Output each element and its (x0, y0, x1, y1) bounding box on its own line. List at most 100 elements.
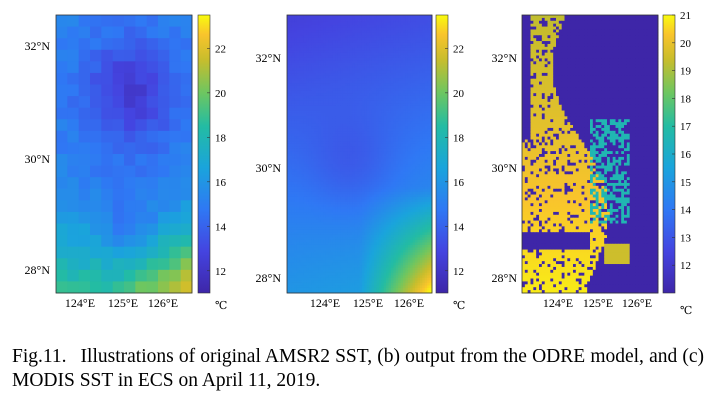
heatmap-cell (398, 131, 401, 135)
heatmap-cell (374, 83, 377, 87)
heatmap-cell (294, 103, 298, 107)
heatmap-cell (311, 202, 314, 205)
heatmap-cell (383, 207, 387, 210)
heatmap-cell (412, 20, 416, 23)
heatmap-cell (296, 75, 300, 79)
heatmap-cell (366, 113, 370, 117)
heatmap-cell (398, 100, 401, 104)
heatmap-cell (405, 131, 409, 135)
heatmap-cell (180, 130, 193, 143)
heatmap-cell (347, 184, 351, 188)
heatmap-cell (390, 169, 394, 173)
heatmap-cell (342, 202, 346, 205)
heatmap-cell (388, 181, 392, 185)
heatmap-cell (308, 57, 312, 61)
heatmap-cell (135, 72, 148, 85)
heatmap-cell (289, 42, 293, 46)
heatmap-cell (393, 156, 397, 160)
heatmap-cell (306, 181, 310, 185)
heatmap-cell (424, 27, 428, 31)
heatmap-cell (354, 199, 358, 203)
heatmap-cell (383, 45, 387, 49)
heatmap-cell (393, 90, 397, 94)
heatmap-cell (318, 60, 322, 64)
heatmap-cell (335, 143, 339, 147)
heatmap-cell (378, 35, 382, 39)
heatmap-cell (330, 194, 334, 198)
heatmap-cell (364, 20, 368, 23)
heatmap-cell (378, 100, 382, 104)
heatmap-cell (301, 202, 305, 205)
heatmap-cell (313, 47, 317, 51)
heatmap-cell (357, 78, 360, 82)
heatmap-cell (313, 75, 317, 79)
heatmap-cell (318, 100, 322, 104)
heatmap-cell (180, 246, 193, 259)
heatmap-cell (299, 116, 302, 120)
heatmap-cell (386, 156, 389, 160)
heatmap-cell (366, 181, 370, 185)
heatmap-cell (364, 196, 368, 200)
heatmap-cell (405, 118, 409, 122)
heatmap-cell (330, 171, 334, 175)
heatmap-cell (398, 151, 401, 155)
heatmap-cell (311, 95, 314, 99)
heatmap-cell (383, 83, 387, 87)
heatmap-cell (407, 123, 411, 127)
heatmap-cell (400, 166, 404, 170)
heatmap-cell (359, 161, 363, 165)
heatmap-cell (417, 204, 421, 208)
heatmap-cell (371, 196, 375, 200)
heatmap-cell (337, 131, 341, 135)
heatmap-cell (374, 35, 377, 39)
heatmap-cell (313, 95, 317, 99)
heatmap-cell (388, 27, 392, 31)
heatmap-cell (361, 207, 365, 210)
heatmap-cell (306, 141, 310, 145)
heatmap-cell (359, 73, 363, 77)
heatmap-cell (429, 105, 433, 109)
heatmap-cell (386, 128, 389, 132)
heatmap-cell (390, 63, 394, 66)
heatmap-cell (364, 194, 368, 198)
heatmap-cell (332, 60, 336, 64)
heatmap-cell (400, 105, 404, 109)
heatmap-cell (422, 40, 426, 44)
heatmap-cell (330, 22, 334, 26)
heatmap-cell (395, 161, 399, 165)
heatmap-cell (424, 141, 428, 145)
heatmap-cell (287, 181, 290, 185)
heatmap-cell (359, 52, 363, 56)
heatmap-cell (405, 186, 409, 190)
heatmap-cell (405, 70, 409, 74)
heatmap-cell (417, 85, 421, 89)
heatmap-cell (318, 154, 322, 157)
heatmap-cell (301, 186, 305, 190)
heatmap-cell (349, 191, 353, 195)
heatmap-cell (311, 154, 314, 157)
heatmap-cell (328, 73, 331, 77)
heatmap-cell (390, 90, 394, 94)
heatmap-cell (398, 60, 401, 64)
heatmap-cell (403, 171, 406, 175)
heatmap-cell (410, 75, 414, 79)
heatmap-cell (345, 189, 348, 193)
heatmap-cell (386, 15, 389, 18)
heatmap-cell (381, 181, 385, 185)
heatmap-cell (412, 75, 416, 79)
heatmap-cell (422, 161, 426, 165)
heatmap-cell (427, 171, 430, 175)
heatmap-cell (347, 202, 351, 205)
heatmap-cell (378, 156, 382, 160)
heatmap-cell (407, 126, 411, 130)
heatmap-cell (403, 111, 406, 114)
heatmap-cell (422, 118, 426, 122)
heatmap-cell (294, 15, 298, 18)
heatmap-cell (323, 75, 327, 79)
heatmap-cell (337, 164, 341, 168)
heatmap-cell (308, 22, 312, 26)
heatmap-cell (316, 148, 319, 152)
heatmap-cell (366, 52, 370, 56)
heatmap-cell (393, 35, 397, 39)
heatmap-cell (301, 93, 305, 97)
